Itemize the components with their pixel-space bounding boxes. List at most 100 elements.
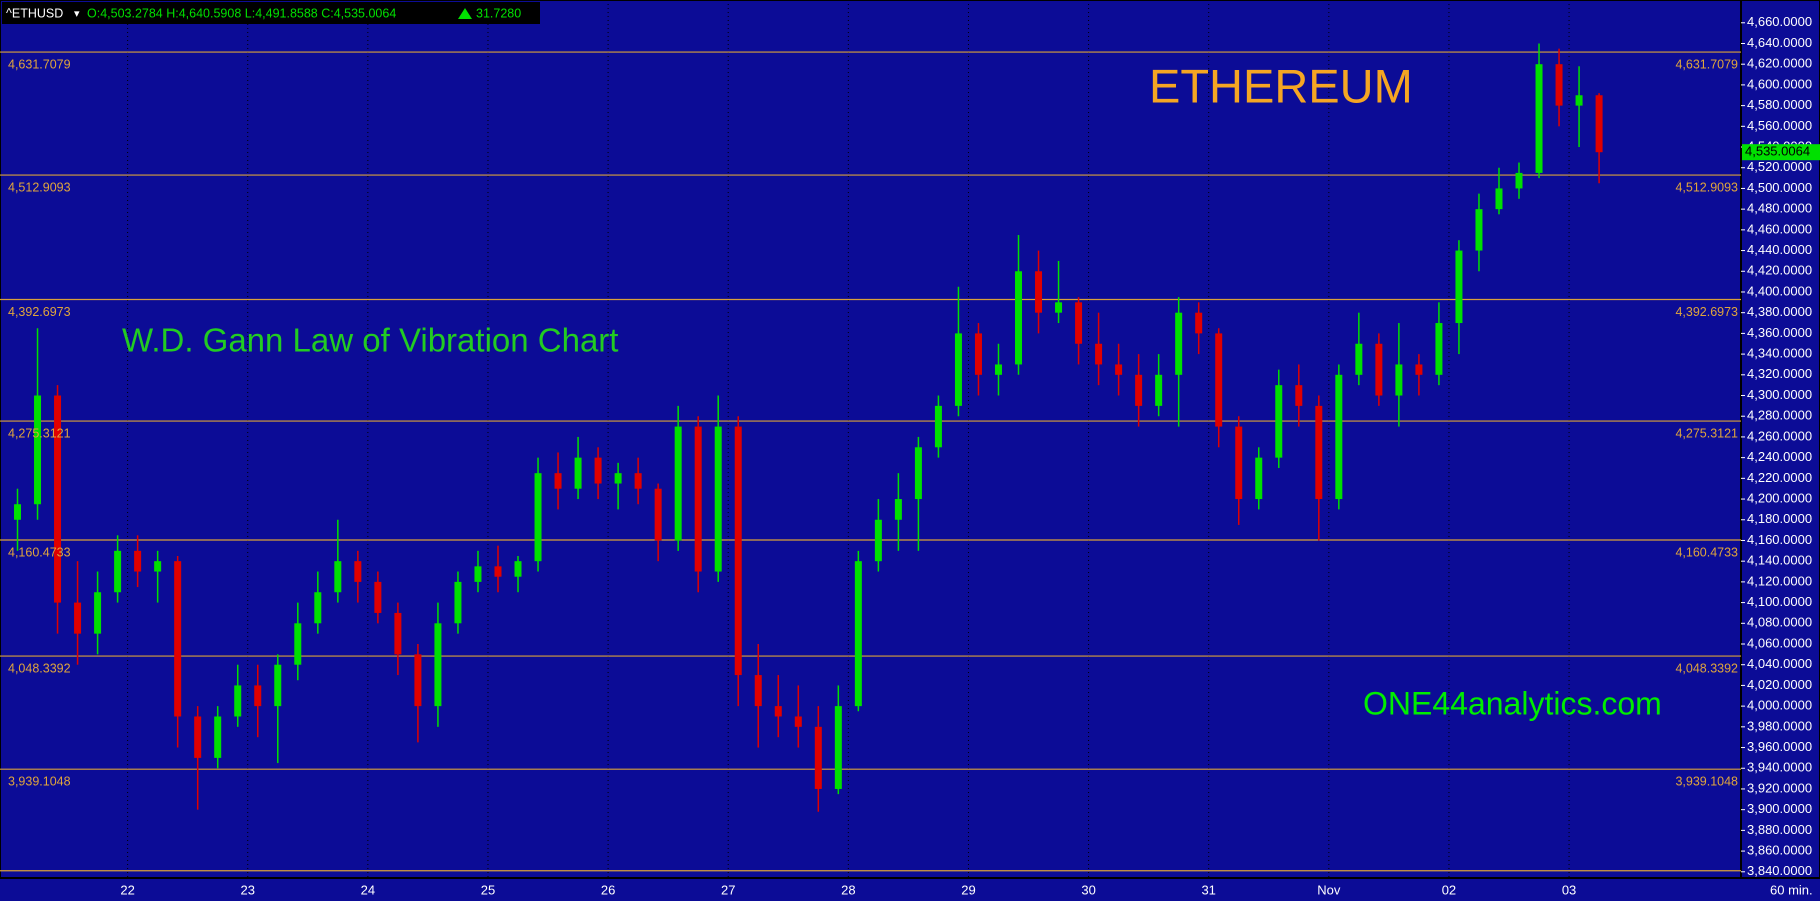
y-tick-label: 3,920.0000 (1747, 780, 1812, 795)
candle-body (694, 426, 702, 572)
y-tick-label: 3,960.0000 (1747, 739, 1812, 754)
level-label-left: 4,048.3392 (8, 661, 71, 675)
candle-body (754, 675, 762, 707)
candle-body (354, 561, 362, 582)
y-tick-label: 4,440.0000 (1747, 242, 1812, 257)
candle-body (1095, 343, 1103, 365)
x-tick-label: 24 (361, 882, 375, 897)
y-tick-label: 4,120.0000 (1747, 573, 1812, 588)
change: 31.7280 (476, 6, 521, 20)
candle-body (214, 716, 222, 758)
candle-body (994, 364, 1002, 375)
x-tick-label: 26 (601, 882, 615, 897)
y-tick-label: 4,360.0000 (1747, 325, 1812, 340)
y-tick-label: 3,860.0000 (1747, 843, 1812, 858)
y-tick-label: 4,180.0000 (1747, 511, 1812, 526)
last-price-label: 4,535.0064 (1745, 144, 1810, 159)
y-tick-label: 3,940.0000 (1747, 760, 1812, 775)
y-tick-label: 4,640.0000 (1747, 35, 1812, 50)
candle-body (454, 581, 462, 624)
candle-body (1255, 457, 1263, 500)
candle-body (234, 685, 242, 717)
y-tick-label: 4,580.0000 (1747, 97, 1812, 112)
candle-body (674, 426, 682, 541)
y-tick-label: 4,500.0000 (1747, 180, 1812, 195)
candle-body (1455, 250, 1463, 324)
x-tick-label: 03 (1562, 882, 1576, 897)
level-label-left: 4,275.3121 (8, 426, 71, 440)
candle-body (934, 405, 942, 448)
candle-body (734, 426, 742, 676)
level-label-right: 4,512.9093 (1675, 180, 1738, 194)
last-price-tag (1742, 144, 1820, 161)
candle-body (854, 561, 862, 707)
candle-body (574, 457, 582, 489)
level-label-left: 4,392.6973 (8, 305, 71, 319)
y-tick-label: 4,300.0000 (1747, 387, 1812, 402)
candle-body (1235, 426, 1243, 500)
candle-body (1115, 364, 1123, 375)
candle-body (74, 602, 82, 634)
candle-body (554, 473, 562, 489)
candle-body (294, 623, 302, 665)
candle-body (1435, 323, 1443, 375)
candle-body (1495, 188, 1503, 210)
y-tick-label: 3,840.0000 (1747, 863, 1812, 878)
x-tick-label: Nov (1317, 882, 1341, 897)
candle-body (534, 473, 542, 562)
y-tick-label: 3,880.0000 (1747, 822, 1812, 837)
level-label-left: 4,160.4733 (8, 545, 71, 559)
dropdown-arrow[interactable]: ▾ (74, 8, 80, 20)
candle-body (1035, 271, 1043, 313)
candle-body (374, 581, 382, 613)
level-label-right: 3,939.1048 (1675, 774, 1738, 788)
y-tick-label: 4,460.0000 (1747, 221, 1812, 236)
y-tick-label: 4,220.0000 (1747, 470, 1812, 485)
candle-body (614, 473, 622, 484)
candle-body (14, 504, 22, 520)
candle-body (814, 726, 822, 789)
candle-body (114, 550, 122, 593)
candle-body (1315, 405, 1323, 500)
x-tick-label: 27 (721, 882, 735, 897)
candle-body (254, 685, 262, 707)
candle-body (434, 623, 442, 707)
y-tick-label: 4,000.0000 (1747, 698, 1812, 713)
x-tick-label: 22 (120, 882, 134, 897)
x-tick-label: 28 (841, 882, 855, 897)
candle-body (274, 664, 282, 707)
candle-body (314, 592, 322, 624)
candle-body (874, 519, 882, 562)
candle-body (154, 561, 162, 572)
level-label-right: 4,275.3121 (1675, 426, 1738, 440)
y-tick-label: 3,980.0000 (1747, 718, 1812, 733)
candle-body (1055, 302, 1063, 313)
candle-body (834, 706, 842, 789)
candle-body (1155, 374, 1163, 406)
candle-body (1275, 385, 1283, 458)
candle-body (174, 561, 182, 717)
chart-subtitle: W.D. Gann Law of Vibration Chart (122, 322, 618, 359)
candle-body (1515, 172, 1523, 189)
candle-body (394, 612, 402, 655)
x-tick-label: 23 (241, 882, 255, 897)
x-tick-label: 31 (1201, 882, 1215, 897)
y-tick-label: 4,660.0000 (1747, 14, 1812, 29)
candle-body (414, 654, 422, 707)
candle-body (654, 488, 662, 541)
y-tick-label: 4,520.0000 (1747, 159, 1812, 174)
candle-body (1415, 364, 1423, 375)
candle-body (94, 592, 102, 634)
y-tick-label: 4,200.0000 (1747, 490, 1812, 505)
candle-body (1595, 95, 1603, 153)
candle-body (974, 333, 982, 375)
level-label-right: 4,048.3392 (1675, 661, 1738, 675)
candle-body (1575, 95, 1583, 106)
x-tick-label: 02 (1442, 882, 1456, 897)
y-tick-label: 4,420.0000 (1747, 263, 1812, 278)
y-tick-label: 4,380.0000 (1747, 304, 1812, 319)
candle-body (1215, 333, 1223, 427)
candle-body (634, 473, 642, 489)
candle-body (1375, 343, 1383, 396)
